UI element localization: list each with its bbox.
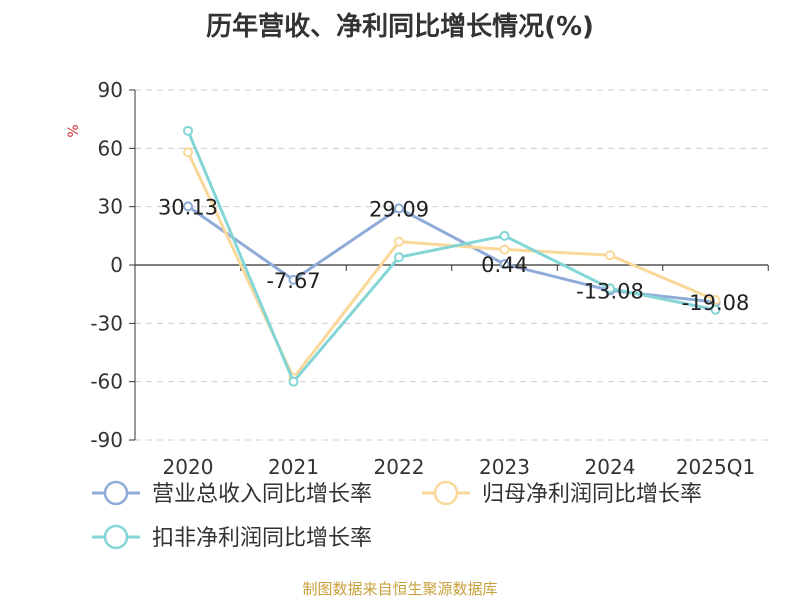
data-point[interactable] — [183, 125, 193, 136]
data-point[interactable] — [710, 295, 721, 305]
x-tick-label: 2025Q1 — [676, 455, 755, 479]
data-point[interactable] — [499, 230, 510, 241]
data-point[interactable] — [499, 244, 510, 255]
legend-item-0[interactable]: 营业总收入同比增长率 — [92, 480, 372, 507]
data-labels: 30.13 -7.67 29.09 0.44 -13.08 -19.08 — [158, 195, 749, 315]
data-label: 0.44 — [481, 253, 528, 277]
data-label: 30.13 — [158, 195, 218, 219]
data-label: 29.09 — [369, 197, 429, 221]
data-point[interactable] — [288, 376, 299, 387]
x-tick-label: 2023 — [479, 455, 530, 479]
legend-label: 归母净利润同比增长率 — [482, 482, 702, 507]
data-label: -7.67 — [266, 269, 320, 293]
y-tick-label: -90 — [90, 428, 123, 452]
data-point[interactable] — [394, 252, 404, 263]
series-lines — [183, 125, 721, 387]
chart-title: 历年营收、净利同比增长情况(%) — [206, 12, 594, 42]
data-point[interactable] — [605, 283, 615, 294]
y-tick-label: -60 — [90, 370, 123, 394]
y-tick-label: 90 — [98, 78, 123, 102]
data-point[interactable] — [499, 259, 510, 270]
y-tick-label: 60 — [98, 136, 123, 160]
series-line-2 — [186, 130, 716, 384]
x-tick-label: 2020 — [163, 455, 214, 479]
x-tick-label: 2024 — [585, 455, 636, 479]
y-tick-label: 0 — [110, 253, 123, 277]
data-label: -19.08 — [682, 291, 750, 315]
data-point[interactable] — [183, 147, 193, 158]
data-point[interactable] — [183, 201, 193, 212]
data-point[interactable] — [288, 274, 299, 285]
data-label: -13.08 — [576, 279, 644, 303]
y-tick-label: -30 — [90, 311, 123, 335]
x-tick-label: 2022 — [374, 455, 425, 479]
legend-circle-icon — [103, 524, 129, 550]
x-tick-label: 2021 — [268, 455, 319, 479]
legend-circle-icon — [433, 480, 459, 506]
data-point[interactable] — [394, 203, 404, 214]
data-point[interactable] — [394, 236, 404, 247]
legend-circle-icon — [103, 480, 129, 506]
legend-item-1[interactable]: 归母净利润同比增长率 — [422, 480, 702, 507]
y-tick-label: 30 — [98, 195, 123, 219]
legend-label: 营业总收入同比增长率 — [152, 482, 372, 507]
data-point[interactable] — [605, 250, 615, 261]
y-axis-unit: % — [66, 124, 82, 137]
legend-label: 扣非净利润同比增长率 — [152, 526, 372, 551]
source-note: 制图数据来自恒生聚源数据库 — [302, 580, 498, 598]
axes: 90 60 30 0 -30 -60 -90% 2020 2021 2022 2023 2024 202… — [66, 78, 769, 479]
legend-item-2[interactable]: 扣非净利润同比增长率 — [92, 524, 372, 551]
data-point[interactable] — [710, 304, 721, 315]
